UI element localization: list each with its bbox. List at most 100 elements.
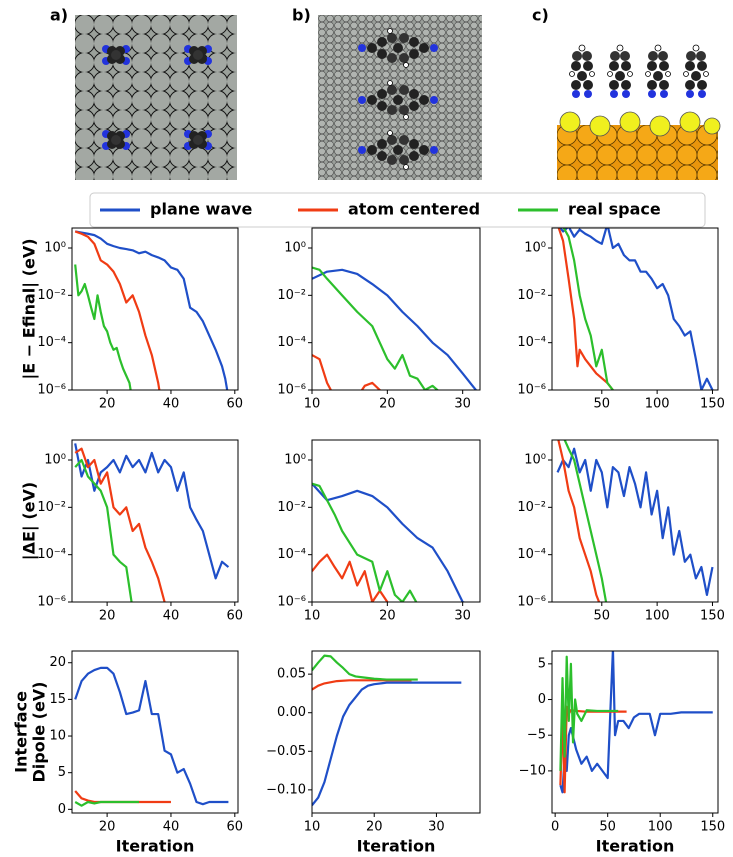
data-line [74,447,166,602]
x-tick-label: 100 [648,820,673,835]
x-tick-label: 100 [645,609,670,624]
x-tick-label: 10 [304,820,321,835]
series-group [556,440,714,602]
y-tick-label: 10⁻⁶ [37,595,66,610]
subplot: 10⁰ 10⁻² 10⁻⁴ 10⁻⁶ 50 100 150 [517,439,725,624]
series-group [557,228,714,390]
data-line [312,681,462,806]
data-line [74,800,140,807]
y-tick-label: 5 [538,656,546,671]
subplot: −0.10 −0.05 0.00 0.05 10 20 30 Iteration [266,650,481,856]
plot-area [552,228,718,390]
plot-frame [551,439,719,603]
panel-label: a) [50,6,68,25]
data-line [74,666,229,806]
plot-frame [71,227,239,391]
y-tick-label: −0.05 [266,744,306,759]
plot-area [72,651,238,813]
y-tick-label: 10⁻² [517,500,546,515]
plot-area [552,440,718,602]
plot-frame [551,650,719,814]
plot-frame [311,650,481,814]
y-tick-label: 0.00 [277,705,306,720]
x-tick-label: 10 [304,609,321,624]
x-tick-label: 30 [454,609,471,624]
y-tick-label: 10⁻² [517,288,546,303]
x-tick-label: 30 [454,397,471,412]
data-line [74,443,230,580]
data-line [312,482,467,602]
y-tick-label: 10⁰ [524,453,546,468]
series-group [74,230,229,390]
x-tick-label: 30 [428,820,445,835]
y-tick-label: 10⁰ [284,241,306,256]
panel-label: c) [532,6,549,25]
y-tick-label: 10⁻⁶ [37,383,66,398]
x-tick-label: 10 [304,397,321,412]
plot-area [552,651,718,813]
x-tick-label: 60 [227,820,244,835]
y-tick-label: 10⁻⁶ [517,595,546,610]
y-axis-label: |E − Efinal| (eV) [20,238,40,379]
x-tick-label: 20 [366,820,383,835]
x-axis-label: Iteration [357,837,436,856]
x-tick-label: 40 [163,609,180,624]
panel-label: b) [292,6,311,25]
y-tick-label: 10⁻⁴ [517,335,546,350]
y-tick-label: 10⁻⁶ [277,595,306,610]
data-line [563,440,608,602]
x-tick-label: 20 [99,820,116,835]
data-line [558,228,714,390]
y-axis-label: |ΔE| (eV) [20,482,40,560]
y-tick-label: 10⁰ [284,453,306,468]
x-tick-label: 20 [379,609,396,624]
legend-label: atom centered [348,200,480,219]
y-tick-label: 0 [58,802,66,817]
plot-frame [311,439,481,603]
x-axis-label: Iteration [596,837,675,856]
y-tick-label: 5 [58,765,66,780]
data-line [312,553,389,602]
x-tick-label: 40 [163,820,180,835]
y-tick-label: 10⁻² [277,500,306,515]
y-tick-label: 10⁰ [44,241,66,256]
x-tick-label: 50 [594,397,611,412]
y-tick-label: 20 [49,655,66,670]
x-tick-label: 0 [551,820,559,835]
data-line [74,458,133,602]
x-tick-label: 150 [700,397,725,412]
y-tick-label: −10 [519,763,546,778]
y-tick-label: 10⁻⁴ [277,335,306,350]
x-tick-label: 60 [227,397,244,412]
substrate-c [557,125,718,180]
y-tick-label: 0.05 [277,667,306,682]
molecule [645,44,671,99]
y-tick-label: −5 [527,728,546,743]
data-line [557,228,614,390]
y-tick-label: 15 [49,692,66,707]
y-tick-label: 10⁰ [44,453,66,468]
y-tick-label: 10⁻⁶ [517,383,546,398]
y-tick-label: 10⁻⁴ [37,547,66,562]
plot-area [312,651,480,813]
y-tick-label: 10⁻⁶ [277,383,306,398]
y-tick-label: 10⁻⁴ [37,335,66,350]
plot-frame [551,227,719,391]
x-tick-label: 100 [645,397,670,412]
data-line [312,266,440,390]
plot-frame [311,227,481,391]
y-tick-label: 0 [538,692,546,707]
data-line [312,654,418,681]
anchor-atoms [559,111,721,137]
y-axis-label: Dipole (eV) [30,682,49,783]
y-tick-label: 10⁻⁴ [277,547,306,562]
data-line [559,651,713,794]
x-tick-label: 150 [700,820,725,835]
data-line [75,230,229,390]
legend-label: real space [568,200,661,219]
data-line [556,447,714,596]
subplot: 10⁰ 10⁻² 10⁻⁴ 10⁻⁶10 20 30 [277,439,481,624]
plot-area [312,228,480,390]
